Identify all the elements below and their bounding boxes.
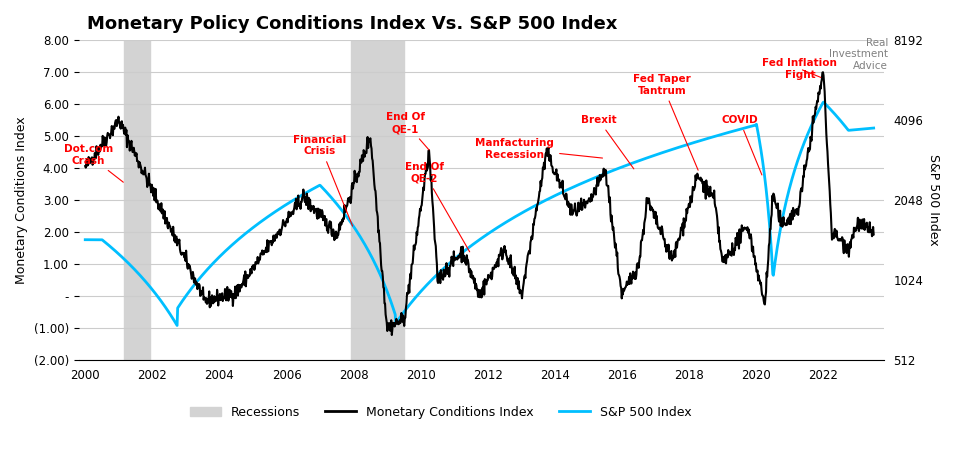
Y-axis label: S&P 500 Index: S&P 500 Index — [927, 154, 940, 246]
Text: End Of
QE-1: End Of QE-1 — [386, 112, 429, 150]
Text: Dot.com
Crash: Dot.com Crash — [64, 144, 123, 182]
Text: End Of
QE-2: End Of QE-2 — [405, 162, 470, 252]
Bar — [350, 40, 404, 360]
Text: Fed Inflation
Fight: Fed Inflation Fight — [762, 58, 838, 80]
Text: COVID: COVID — [721, 115, 762, 175]
Y-axis label: Monetary Conditions Index: Monetary Conditions Index — [15, 116, 28, 284]
Text: Brexit: Brexit — [581, 115, 634, 169]
Text: Real
Investment
Advice: Real Investment Advice — [829, 38, 888, 71]
Bar — [124, 40, 150, 360]
Text: Financial
Crisis: Financial Crisis — [293, 135, 352, 226]
Text: Manfacturing
Recession: Manfacturing Recession — [476, 138, 603, 160]
Text: Fed Taper
Tantrum: Fed Taper Tantrum — [633, 74, 698, 170]
Text: Monetary Policy Conditions Index Vs. S&P 500 Index: Monetary Policy Conditions Index Vs. S&P… — [87, 15, 617, 33]
Legend: Recessions, Monetary Conditions Index, S&P 500 Index: Recessions, Monetary Conditions Index, S… — [184, 401, 697, 424]
